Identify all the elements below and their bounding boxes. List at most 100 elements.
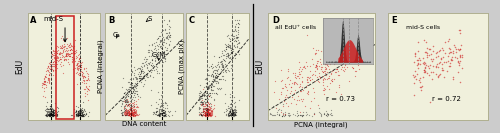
Point — [213, 70, 221, 72]
Point — [316, 61, 324, 63]
Point — [72, 64, 80, 66]
Point — [138, 77, 146, 79]
Point — [337, 56, 345, 58]
Point — [134, 106, 141, 108]
Point — [205, 114, 213, 116]
Point — [129, 104, 137, 106]
Point — [276, 111, 284, 113]
Point — [296, 85, 304, 87]
Point — [130, 110, 138, 112]
Point — [312, 52, 320, 54]
Point — [126, 102, 134, 104]
Point — [76, 57, 84, 59]
Point — [226, 114, 234, 116]
Point — [218, 63, 226, 65]
Point — [198, 103, 206, 105]
Point — [43, 115, 51, 117]
Point — [76, 74, 84, 76]
Point — [132, 106, 140, 108]
Point — [197, 113, 205, 115]
Point — [162, 101, 170, 104]
Point — [50, 112, 58, 114]
Point — [350, 51, 358, 53]
Point — [70, 57, 78, 59]
Point — [78, 75, 86, 77]
Point — [204, 115, 212, 117]
Point — [122, 113, 130, 115]
Point — [218, 62, 226, 64]
Point — [232, 36, 240, 38]
Point — [333, 68, 341, 70]
Point — [152, 63, 160, 65]
Point — [124, 91, 132, 93]
Point — [124, 109, 132, 111]
Point — [199, 102, 207, 105]
Point — [454, 61, 462, 63]
Point — [232, 109, 239, 111]
Point — [326, 48, 334, 50]
Point — [304, 34, 312, 37]
Point — [314, 111, 322, 113]
Point — [297, 114, 305, 116]
X-axis label: DNA content: DNA content — [122, 121, 166, 127]
Point — [320, 78, 328, 80]
Point — [208, 89, 216, 91]
Point — [220, 49, 228, 51]
Point — [206, 106, 214, 108]
Point — [140, 78, 148, 81]
Text: D: D — [272, 16, 279, 26]
Point — [200, 109, 208, 112]
Point — [46, 108, 54, 110]
Point — [234, 51, 242, 53]
Point — [80, 75, 88, 78]
Point — [442, 41, 450, 43]
Point — [128, 105, 136, 107]
Point — [118, 114, 126, 116]
Point — [281, 96, 289, 98]
Point — [207, 74, 215, 76]
Point — [345, 53, 353, 55]
Point — [128, 114, 136, 116]
Point — [338, 68, 345, 70]
Point — [134, 73, 142, 75]
Point — [130, 112, 138, 114]
Point — [42, 113, 50, 116]
Point — [168, 114, 176, 117]
Point — [160, 41, 168, 43]
Point — [290, 92, 298, 94]
Point — [74, 73, 82, 75]
Point — [72, 83, 80, 85]
Point — [336, 62, 344, 64]
Point — [228, 114, 235, 116]
Point — [230, 54, 237, 56]
Point — [119, 77, 127, 79]
Point — [266, 113, 274, 115]
Point — [140, 58, 148, 61]
Point — [232, 46, 240, 48]
Point — [122, 108, 130, 110]
Point — [152, 111, 160, 113]
Point — [129, 88, 137, 90]
Point — [202, 114, 210, 116]
Point — [268, 114, 276, 117]
Point — [166, 36, 173, 38]
Point — [157, 31, 165, 33]
Point — [52, 112, 60, 114]
Point — [416, 86, 424, 89]
Point — [40, 82, 48, 84]
Point — [129, 114, 137, 117]
Point — [48, 67, 56, 70]
Point — [227, 67, 235, 69]
Point — [55, 59, 63, 61]
Point — [80, 115, 88, 117]
Point — [228, 99, 236, 101]
Point — [362, 41, 370, 44]
Point — [80, 88, 88, 90]
Point — [56, 58, 64, 60]
Point — [68, 49, 76, 51]
Point — [422, 41, 430, 43]
Point — [46, 113, 54, 115]
Point — [233, 45, 241, 47]
Point — [124, 114, 132, 116]
Point — [162, 114, 170, 116]
